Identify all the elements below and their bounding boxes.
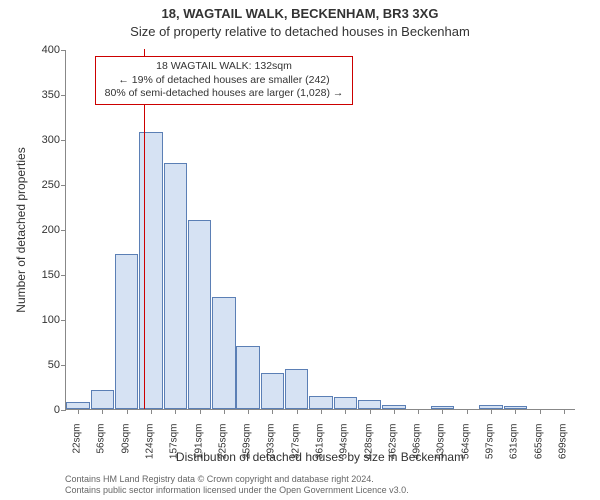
y-tick-label: 400 xyxy=(30,44,60,56)
x-tick xyxy=(491,409,492,414)
x-tick xyxy=(540,409,541,414)
x-tick xyxy=(418,409,419,414)
x-tick xyxy=(248,409,249,414)
x-tick xyxy=(102,409,103,414)
page-subtitle: Size of property relative to detached ho… xyxy=(0,24,600,39)
x-tick-label: 327sqm xyxy=(290,424,301,464)
x-tick xyxy=(564,409,565,414)
x-tick-label: 530sqm xyxy=(436,424,447,464)
x-tick xyxy=(127,409,128,414)
x-tick-label: 462sqm xyxy=(387,424,398,464)
y-tick-label: 300 xyxy=(30,134,60,146)
x-tick-label: 394sqm xyxy=(339,424,350,464)
y-tick xyxy=(61,365,66,366)
x-tick-label: 259sqm xyxy=(242,424,253,464)
x-tick-label: 564sqm xyxy=(460,424,471,464)
x-tick xyxy=(297,409,298,414)
histogram-bar xyxy=(236,346,259,409)
y-tick-label: 350 xyxy=(30,89,60,101)
x-tick xyxy=(467,409,468,414)
y-tick xyxy=(61,50,66,51)
y-tick xyxy=(61,320,66,321)
footer-line-1: Contains HM Land Registry data © Crown c… xyxy=(65,474,575,485)
x-tick-label: 665sqm xyxy=(533,424,544,464)
page-title: 18, WAGTAIL WALK, BECKENHAM, BR3 3XG xyxy=(0,6,600,21)
x-tick xyxy=(321,409,322,414)
x-tick-label: 361sqm xyxy=(315,424,326,464)
x-tick-label: 428sqm xyxy=(363,424,374,464)
histogram-bar xyxy=(309,396,332,410)
x-tick-label: 90sqm xyxy=(120,424,131,464)
x-tick xyxy=(515,409,516,414)
histogram-bar xyxy=(212,297,235,410)
y-tick-label: 200 xyxy=(30,224,60,236)
x-tick xyxy=(272,409,273,414)
x-tick-label: 597sqm xyxy=(485,424,496,464)
y-tick xyxy=(61,410,66,411)
histogram-bar xyxy=(91,390,114,409)
x-tick xyxy=(175,409,176,414)
annotation-box: 18 WAGTAIL WALK: 132sqm ← 19% of detache… xyxy=(95,56,353,105)
annotation-line-1: 18 WAGTAIL WALK: 132sqm xyxy=(102,60,346,74)
y-tick xyxy=(61,185,66,186)
histogram-bar xyxy=(334,397,357,409)
y-tick-label: 150 xyxy=(30,269,60,281)
x-tick xyxy=(442,409,443,414)
histogram-bar xyxy=(261,373,284,409)
x-tick xyxy=(224,409,225,414)
histogram-bar xyxy=(358,400,381,409)
y-tick xyxy=(61,140,66,141)
x-tick-label: 124sqm xyxy=(145,424,156,464)
x-tick-label: 22sqm xyxy=(72,424,83,464)
y-tick-label: 100 xyxy=(30,314,60,326)
y-tick-label: 50 xyxy=(30,359,60,371)
x-tick-label: 157sqm xyxy=(169,424,180,464)
x-tick xyxy=(345,409,346,414)
x-tick-label: 56sqm xyxy=(96,424,107,464)
y-tick xyxy=(61,275,66,276)
footer: Contains HM Land Registry data © Crown c… xyxy=(65,474,575,496)
annotation-line-2: ← 19% of detached houses are smaller (24… xyxy=(102,74,346,88)
x-tick-label: 293sqm xyxy=(266,424,277,464)
x-tick-label: 699sqm xyxy=(557,424,568,464)
histogram-bar xyxy=(285,369,308,410)
y-tick xyxy=(61,230,66,231)
chart-container: 18, WAGTAIL WALK, BECKENHAM, BR3 3XG Siz… xyxy=(0,0,600,500)
y-axis-label-wrap: Number of detached properties xyxy=(14,50,28,410)
footer-line-2: Contains public sector information licen… xyxy=(65,485,575,496)
x-tick xyxy=(200,409,201,414)
histogram-bar xyxy=(139,132,162,409)
y-axis-label: Number of detached properties xyxy=(14,147,28,312)
x-tick-label: 225sqm xyxy=(217,424,228,464)
histogram-bar xyxy=(188,220,211,409)
y-tick xyxy=(61,95,66,96)
y-tick-label: 0 xyxy=(30,404,60,416)
annotation-line-3: 80% of semi-detached houses are larger (… xyxy=(102,87,346,101)
x-tick xyxy=(370,409,371,414)
y-tick-label: 250 xyxy=(30,179,60,191)
histogram-bar xyxy=(66,402,89,409)
histogram-bar xyxy=(115,254,138,409)
x-tick xyxy=(151,409,152,414)
x-tick-label: 191sqm xyxy=(193,424,204,464)
x-tick-label: 496sqm xyxy=(412,424,423,464)
histogram-bar xyxy=(164,163,187,409)
x-tick xyxy=(394,409,395,414)
x-tick xyxy=(78,409,79,414)
x-tick-label: 631sqm xyxy=(509,424,520,464)
